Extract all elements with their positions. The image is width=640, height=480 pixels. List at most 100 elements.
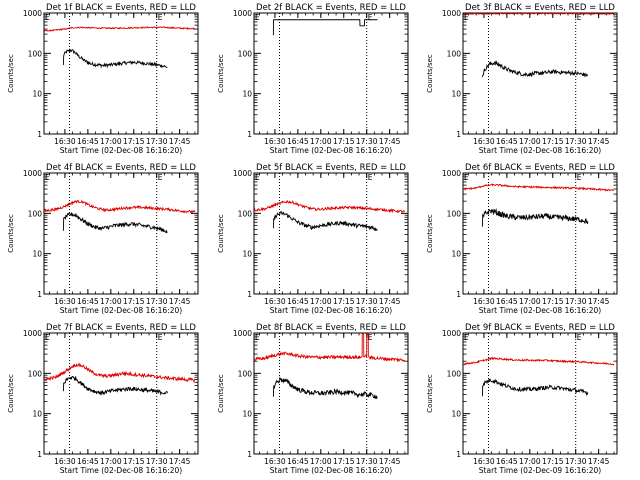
chart-panel: Det 4f BLACK = Events, RED = LLD 1 10 100 10… — [7, 163, 199, 315]
x-tick-label: 17:45 — [169, 137, 191, 146]
top-label: E — [577, 173, 582, 182]
lld-series-line — [463, 356, 615, 366]
chart-panel: Det 6f BLACK = Events, RED = LLD 1 10 100 10… — [426, 163, 618, 315]
series-group — [463, 183, 614, 227]
x-axis-label: Start Time (02-Dec-08 16:16:20) — [479, 306, 601, 315]
y-axis-label: Counts/sec — [426, 214, 434, 253]
chart-panel: Det 7f BLACK = Events, RED = LLD 1 10 100 10… — [7, 323, 199, 475]
x-tick-label: 16:45 — [496, 457, 518, 466]
top-label: E — [158, 333, 163, 342]
chart-title: Det 5f BLACK = Events, RED = LLD — [256, 163, 406, 173]
y-axis-label: Counts/sec — [217, 374, 225, 413]
x-tick-label: 17:15 — [123, 137, 145, 146]
chart-title: Det 2f BLACK = Events, RED = LLD — [256, 3, 406, 13]
top-label: E — [464, 173, 469, 182]
x-tick-label: 16:30 — [473, 297, 495, 306]
top-label: E — [368, 173, 373, 182]
lld-series-line — [463, 183, 614, 192]
series-group — [463, 13, 615, 78]
x-tick-label: 17:15 — [542, 297, 564, 306]
top-label: E — [577, 333, 582, 342]
x-tick-label: 17:15 — [333, 297, 355, 306]
y-axis-label: Counts/sec — [426, 54, 434, 93]
x-tick-label: 17:30 — [565, 137, 587, 146]
x-tick-label: 16:30 — [473, 457, 495, 466]
lld-series-line — [254, 199, 406, 214]
series-group — [463, 356, 615, 397]
x-tick-label: 17:15 — [333, 137, 355, 146]
y-tick-label: 100 — [28, 49, 43, 58]
x-tick-label: 16:30 — [473, 137, 495, 146]
top-label: E — [368, 13, 373, 22]
x-tick-label: 16:30 — [264, 457, 286, 466]
events-series-line — [62, 48, 168, 69]
x-tick-label: 17:45 — [379, 297, 401, 306]
y-tick-label: 10 — [32, 410, 42, 419]
x-tick-label: 17:00 — [310, 297, 332, 306]
y-tick-label: 1000 — [442, 329, 461, 338]
chart-title: Det 1f BLACK = Events, RED = LLD — [46, 3, 196, 13]
series-group — [272, 19, 378, 36]
y-tick-label: 1000 — [233, 169, 252, 178]
chart-panel: Det 5f BLACK = Events, RED = LLD 1 10 100 10… — [217, 163, 409, 315]
x-tick-label: 16:45 — [287, 297, 309, 306]
plot-frame — [43, 172, 199, 295]
x-tick-label: 17:45 — [379, 457, 401, 466]
chart-panel: Det 8f BLACK = Events, RED = LLD 1 10 100 10… — [217, 323, 409, 475]
x-tick-label: 17:00 — [310, 137, 332, 146]
x-tick-label: 16:30 — [54, 137, 76, 146]
x-tick-label: 17:30 — [565, 297, 587, 306]
chart-title: Det 8f BLACK = Events, RED = LLD — [256, 323, 406, 333]
lld-series-line — [463, 13, 615, 15]
chart-panel: Det 1f BLACK = Events, RED = LLD 1 10 100 10… — [7, 3, 199, 155]
lld-series-line — [254, 333, 406, 363]
x-tick-label: 17:00 — [100, 137, 122, 146]
top-label: E — [368, 333, 373, 342]
y-tick-label: 100 — [238, 49, 253, 58]
series-group — [44, 26, 196, 69]
y-axis-label: Counts/sec — [7, 214, 15, 253]
x-axis-label: Start Time (02-Dec-09 16:16:20) — [479, 466, 601, 475]
series-group — [44, 199, 196, 234]
x-tick-label: 16:45 — [496, 137, 518, 146]
x-tick-label: 17:00 — [519, 297, 541, 306]
top-label: E — [464, 13, 469, 22]
x-tick-label: 16:45 — [77, 457, 99, 466]
y-tick-label: 100 — [238, 369, 253, 378]
top-label: E — [45, 13, 50, 22]
y-tick-label: 10 — [451, 410, 461, 419]
y-tick-label: 1 — [247, 130, 252, 139]
plot-frame — [43, 12, 199, 135]
y-tick-label: 1000 — [23, 169, 42, 178]
chart-title: Det 3f BLACK = Events, RED = LLD — [465, 3, 615, 13]
y-tick-label: 1 — [456, 130, 461, 139]
lld-series-line — [44, 26, 196, 32]
top-label: E — [45, 333, 50, 342]
x-tick-label: 16:30 — [54, 297, 76, 306]
y-axis-label: Counts/sec — [217, 54, 225, 93]
top-label: E — [464, 333, 469, 342]
x-tick-label: 17:45 — [588, 297, 610, 306]
y-tick-label: 1 — [37, 290, 42, 299]
x-tick-label: 17:00 — [310, 457, 332, 466]
top-label: E — [45, 173, 50, 182]
x-tick-label: 16:45 — [496, 297, 518, 306]
y-tick-label: 10 — [451, 90, 461, 99]
y-tick-label: 10 — [32, 90, 42, 99]
y-tick-label: 100 — [28, 369, 43, 378]
top-label: E — [255, 173, 260, 182]
y-tick-label: 100 — [28, 209, 43, 218]
series-group — [44, 362, 196, 396]
x-tick-label: 17:45 — [169, 297, 191, 306]
events-series-line — [481, 60, 589, 78]
plot-frame — [43, 332, 199, 455]
plot-frame — [253, 172, 409, 295]
top-label: E — [255, 333, 260, 342]
x-tick-label: 17:15 — [123, 457, 145, 466]
y-tick-label: 100 — [447, 369, 462, 378]
x-axis-label: Start Time (02-Dec-08 16:16:20) — [60, 146, 182, 155]
plot-frame — [462, 12, 618, 135]
x-tick-label: 17:30 — [356, 137, 378, 146]
y-tick-label: 10 — [451, 250, 461, 259]
x-tick-label: 16:30 — [264, 297, 286, 306]
